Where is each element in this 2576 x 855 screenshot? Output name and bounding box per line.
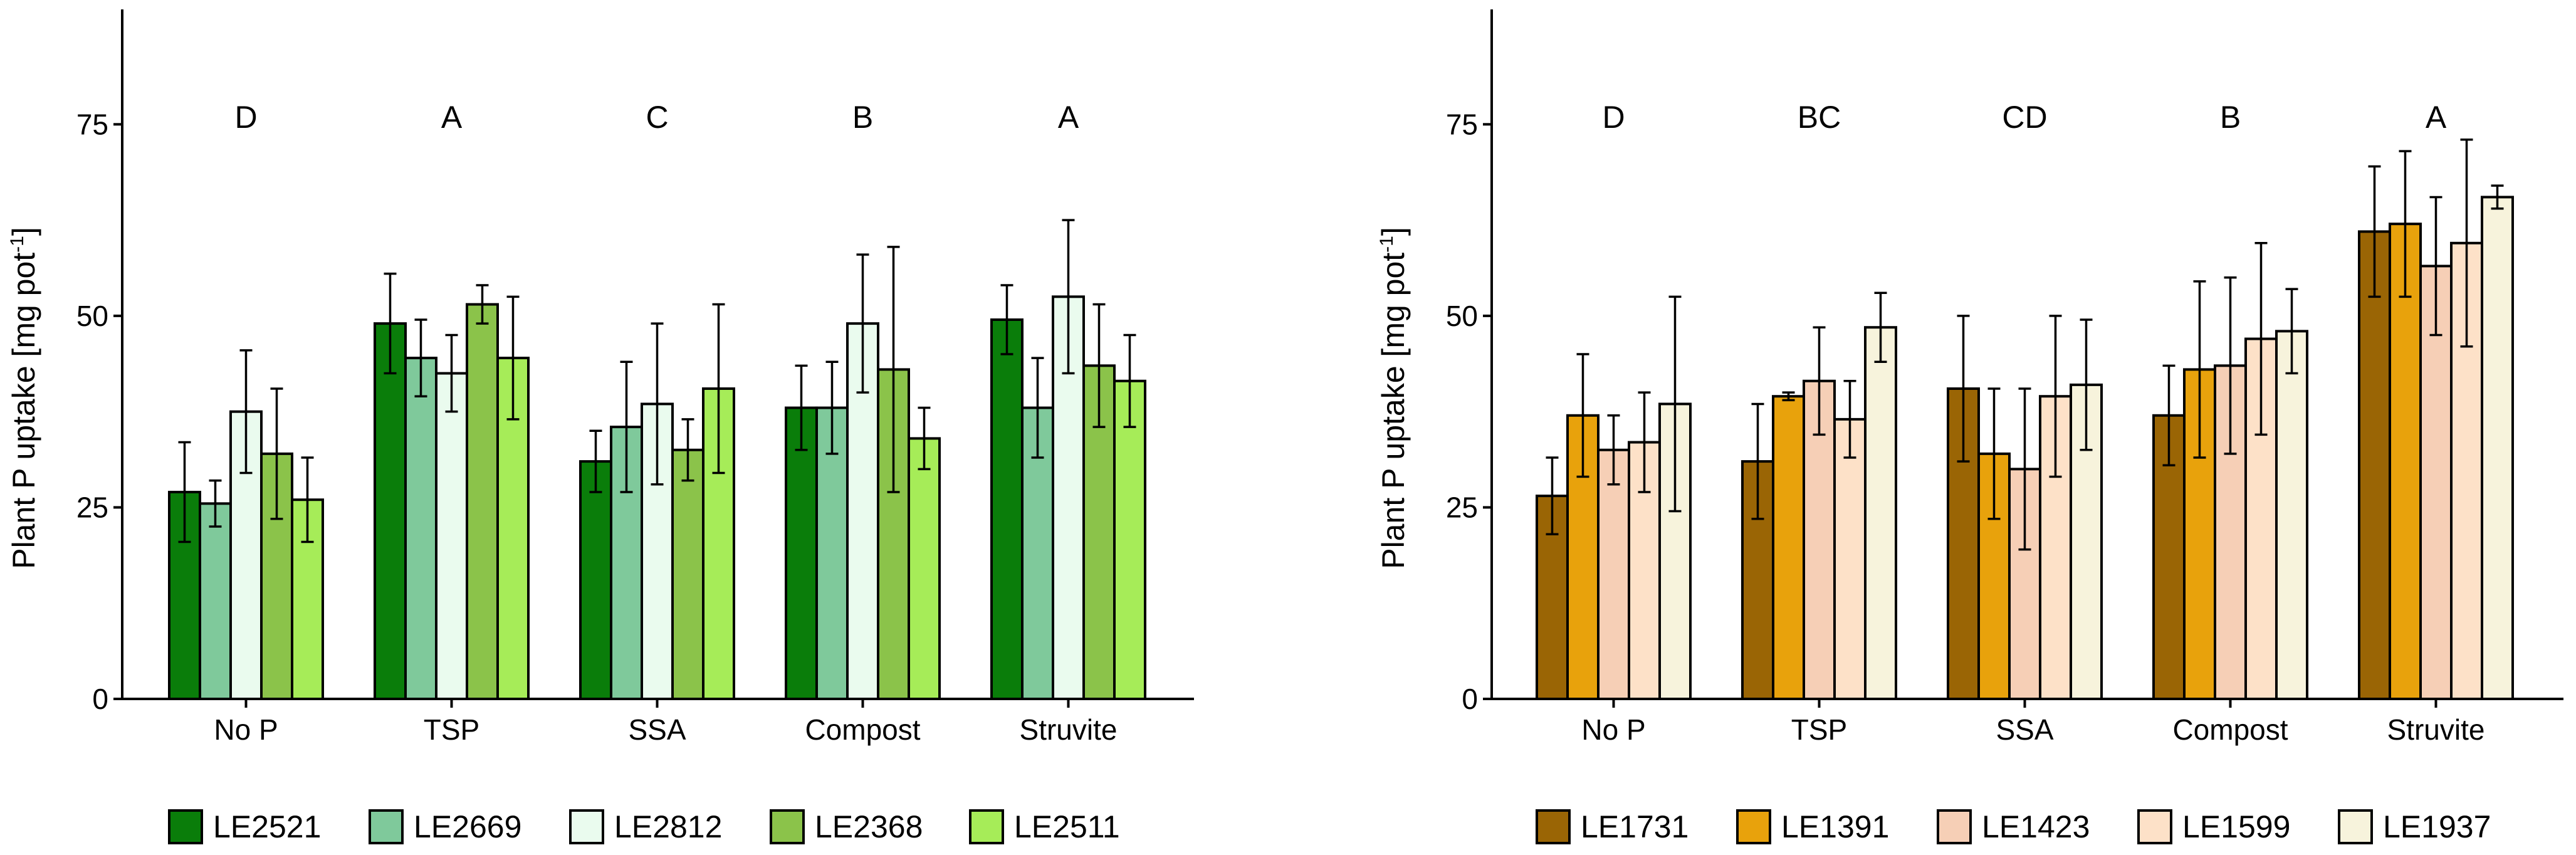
legend-label-le2812: LE2812	[614, 809, 722, 844]
legend-label-le2521: LE2521	[213, 809, 321, 844]
bar-le2368	[466, 303, 499, 700]
right-plot-area: 0 25 50 75 No P D TSP BC SSA CD Compost B Struvite A	[1446, 9, 2563, 746]
y-tick-label: 50	[1446, 300, 1478, 332]
bar-le2521	[374, 322, 407, 700]
x-tick-label: Compost	[2172, 713, 2288, 746]
bar-le1599	[1833, 417, 1867, 701]
left-panel: Plant P uptake [mg pot-1] 0 25 50 75 No P D TS…	[6, 9, 1194, 844]
bar-le2368	[671, 448, 704, 700]
legend-key-le2511	[969, 809, 1004, 844]
legend-label-le1599: LE1599	[2182, 809, 2290, 844]
x-tick-label: No P	[1581, 713, 1645, 746]
significance-letter: BC	[1798, 100, 1841, 135]
x-tick-label: Compost	[805, 713, 920, 746]
legend-key-le2368	[770, 809, 805, 844]
right-panel: Plant P uptake [mg pot-1] 0 25 50 75 No P D TS…	[1376, 9, 2563, 844]
legend-key-le2812	[569, 809, 604, 844]
bar-le1391	[1566, 414, 1600, 700]
y-tick-label: 25	[76, 491, 108, 523]
legend-key-le2669	[369, 809, 404, 844]
legend-key-le2521	[168, 809, 203, 844]
legend-key-le1937	[2338, 809, 2373, 844]
legend-label-le1423: LE1423	[1982, 809, 2090, 844]
left-legend: LE2521 LE2669 LE2812 LE2368 LE2511	[168, 809, 1120, 844]
bar-le2521	[785, 406, 818, 700]
bar-le2669	[199, 502, 232, 700]
significance-letter: D	[1602, 100, 1625, 135]
bar-le2521	[990, 318, 1024, 700]
x-tick-label: Struvite	[1020, 713, 1118, 746]
legend-label-le1937: LE1937	[2383, 809, 2491, 844]
significance-letter: A	[2426, 100, 2447, 135]
x-tick-label: Struvite	[2387, 713, 2485, 746]
significance-letter: A	[1058, 100, 1079, 135]
significance-letter: C	[646, 100, 668, 135]
bar-le2511	[908, 437, 941, 700]
significance-letter: D	[234, 100, 257, 135]
bar-le1599	[2450, 241, 2483, 700]
bar-le1937	[2275, 330, 2308, 700]
legend-label-le2368: LE2368	[815, 809, 923, 844]
left-y-axis-title: Plant P uptake [mg pot-1]	[6, 227, 41, 569]
significance-letter: A	[441, 100, 463, 135]
legend-key-le1391	[1736, 809, 1771, 844]
y-tick-label: 75	[76, 108, 108, 140]
x-tick-label: SSA	[1996, 713, 2053, 746]
bar-le2812	[435, 372, 468, 700]
legend-label-le2669: LE2669	[414, 809, 521, 844]
significance-letter: CD	[2002, 100, 2047, 135]
y-tick-label: 0	[92, 683, 108, 715]
bar-le1731	[2358, 230, 2391, 700]
legend-label-le1391: LE1391	[1781, 809, 1889, 844]
bar-le2521	[579, 460, 612, 700]
legend-key-le1731	[1536, 809, 1571, 844]
bar-le1391	[1772, 395, 1805, 700]
y-tick-label: 75	[1446, 108, 1478, 140]
right-legend: LE1731 LE1391 LE1423 LE1599 LE1937	[1536, 809, 2491, 844]
legend-label-le2511: LE2511	[1014, 809, 1120, 844]
y-tick-label: 50	[76, 300, 108, 332]
x-tick-label: No P	[214, 713, 278, 746]
significance-letter: B	[2220, 100, 2241, 135]
bar-le1391	[2389, 223, 2422, 700]
bar-le1599	[2244, 337, 2278, 700]
bar-le1599	[2039, 395, 2072, 700]
left-plot-area: 0 25 50 75 No P D TSP A SSA C Compost B Struvite A	[76, 9, 1194, 746]
significance-letter: B	[852, 100, 873, 135]
bar-le1937	[1864, 326, 1897, 700]
legend-label-le1731: LE1731	[1581, 809, 1689, 844]
right-y-axis-title: Plant P uptake [mg pot-1]	[1376, 227, 1411, 569]
x-tick-label: TSP	[424, 713, 479, 746]
y-tick-label: 25	[1446, 491, 1478, 523]
legend-key-le1599	[2137, 809, 2172, 844]
x-tick-label: TSP	[1791, 713, 1847, 746]
bar-le2669	[404, 357, 437, 700]
bar-le1937	[2481, 196, 2514, 700]
legend-key-le1423	[1937, 809, 1972, 844]
bar-le1423	[1597, 448, 1630, 700]
bar-le2511	[1113, 379, 1146, 700]
y-tick-label: 0	[1462, 683, 1478, 715]
x-tick-label: SSA	[628, 713, 686, 746]
